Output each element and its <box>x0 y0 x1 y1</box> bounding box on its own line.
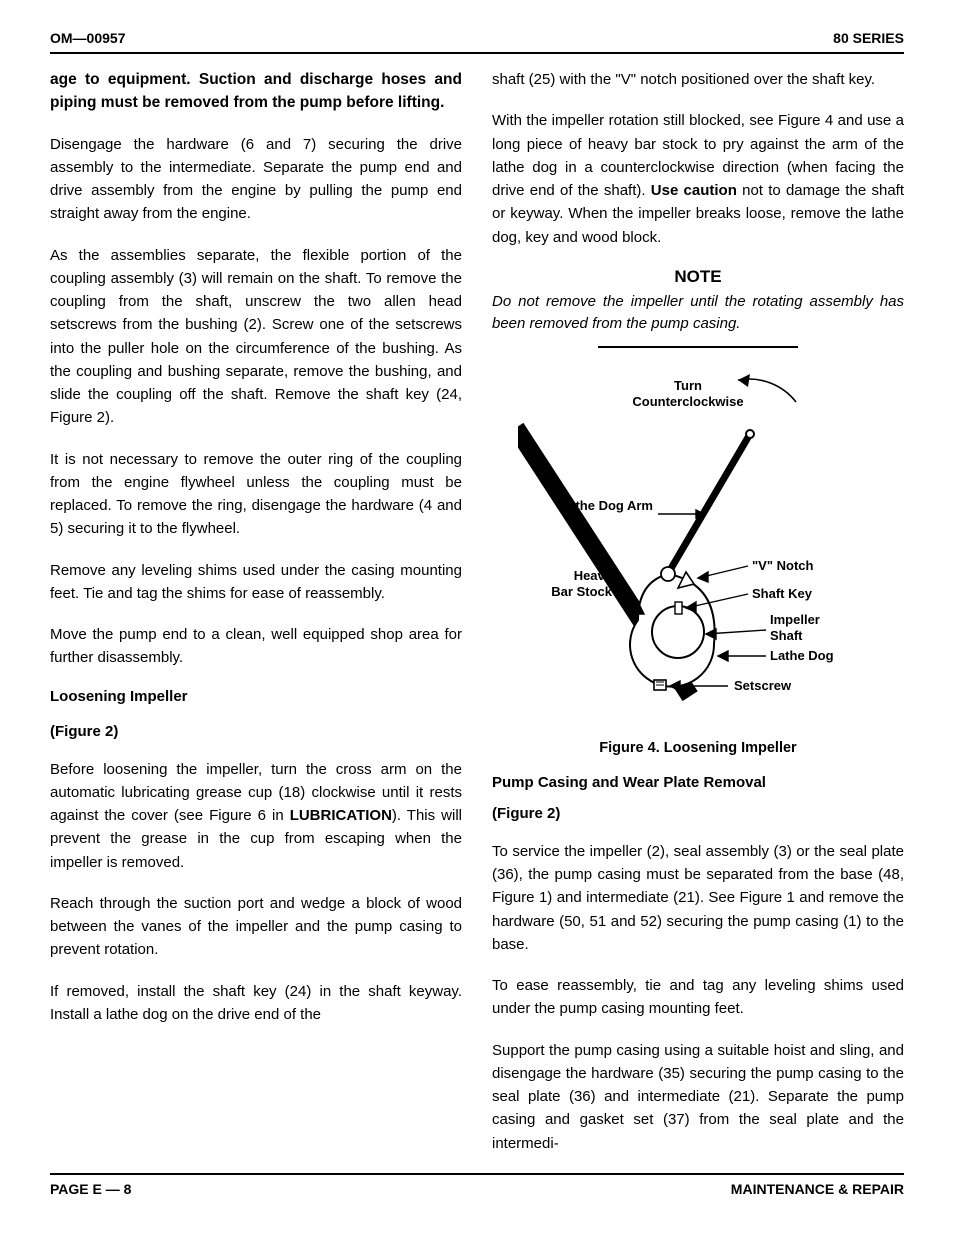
section-pump-casing: Pump Casing and Wear Plate Removal <box>492 774 904 791</box>
header-right: 80 SERIES <box>833 30 904 46</box>
footer-right: MAINTENANCE & REPAIR <box>731 1181 904 1197</box>
figure-4-svg: Turn Counterclockwise Lathe Dog Arm Heav… <box>518 362 878 732</box>
para-r1: shaft (25) with the "V" notch positioned… <box>492 68 904 91</box>
figure-4: Turn Counterclockwise Lathe Dog Arm Heav… <box>492 362 904 756</box>
para-l1: Disengage the hardware (6 and 7) securin… <box>50 133 462 226</box>
content-columns: age to equipment. Suction and discharge … <box>50 68 904 1155</box>
footer-left: PAGE E — 8 <box>50 1181 131 1197</box>
section-loosening-impeller: Loosening Impeller <box>50 688 462 705</box>
para-r2b: Use caution <box>651 182 737 199</box>
para-l6: Before loosening the impeller, turn the … <box>50 758 462 874</box>
lathe-dog-arm-shape <box>666 434 750 577</box>
page-footer: PAGE E — 8 MAINTENANCE & REPAIR <box>50 1173 904 1197</box>
header-left: OM—00957 <box>50 30 125 46</box>
para-l5: Move the pump end to a clean, well equip… <box>50 623 462 670</box>
pivot-circle <box>661 567 675 581</box>
section-figure-ref: (Figure 2) <box>50 723 462 740</box>
label-heavy: Heavy <box>574 568 613 583</box>
label-shaft-key: Shaft Key <box>752 586 813 601</box>
arrowhead-arc <box>738 374 750 387</box>
lathe-dog-arm-tip <box>746 430 754 438</box>
page-header: OM—00957 80 SERIES <box>50 30 904 54</box>
label-turn: Turn <box>674 378 702 393</box>
label-lathe-dog: Lathe Dog <box>770 648 834 663</box>
para-l2: As the assemblies separate, the flexible… <box>50 244 462 430</box>
para-r4: To ease reassembly, tie and tag any leve… <box>492 974 904 1021</box>
note-rule <box>598 346 798 348</box>
para-l7: Reach through the suction port and wedge… <box>50 892 462 962</box>
figure-4-caption: Figure 4. Loosening Impeller <box>492 740 904 756</box>
label-v-notch: "V" Notch <box>752 558 813 573</box>
label-setscrew: Setscrew <box>734 678 792 693</box>
label-impeller: Impeller <box>770 612 820 627</box>
label-shaft: Shaft <box>770 628 803 643</box>
shaft-key-shape <box>675 602 682 614</box>
para-l4: Remove any leveling shims used under the… <box>50 559 462 606</box>
para-r5: Support the pump casing using a suitable… <box>492 1039 904 1155</box>
left-column: age to equipment. Suction and discharge … <box>50 68 462 1155</box>
right-column: shaft (25) with the "V" notch positioned… <box>492 68 904 1155</box>
label-lathe-dog-arm: Lathe Dog Arm <box>560 498 653 513</box>
label-bar-stock: Bar Stock <box>551 584 612 599</box>
para-l8: If removed, install the shaft key (24) i… <box>50 980 462 1027</box>
note-body: Do not remove the impeller until the rot… <box>492 291 904 336</box>
para-l6b: LUBRICATION <box>290 807 392 824</box>
section-pump-casing-ref: (Figure 2) <box>492 805 904 822</box>
note-title: NOTE <box>492 267 904 287</box>
para-r2: With the impeller rotation still blocked… <box>492 109 904 249</box>
lead-warning: age to equipment. Suction and discharge … <box>50 68 462 115</box>
para-l3: It is not necessary to remove the outer … <box>50 448 462 541</box>
para-r3: To service the impeller (2), seal assemb… <box>492 840 904 956</box>
label-ccw: Counterclockwise <box>632 394 743 409</box>
